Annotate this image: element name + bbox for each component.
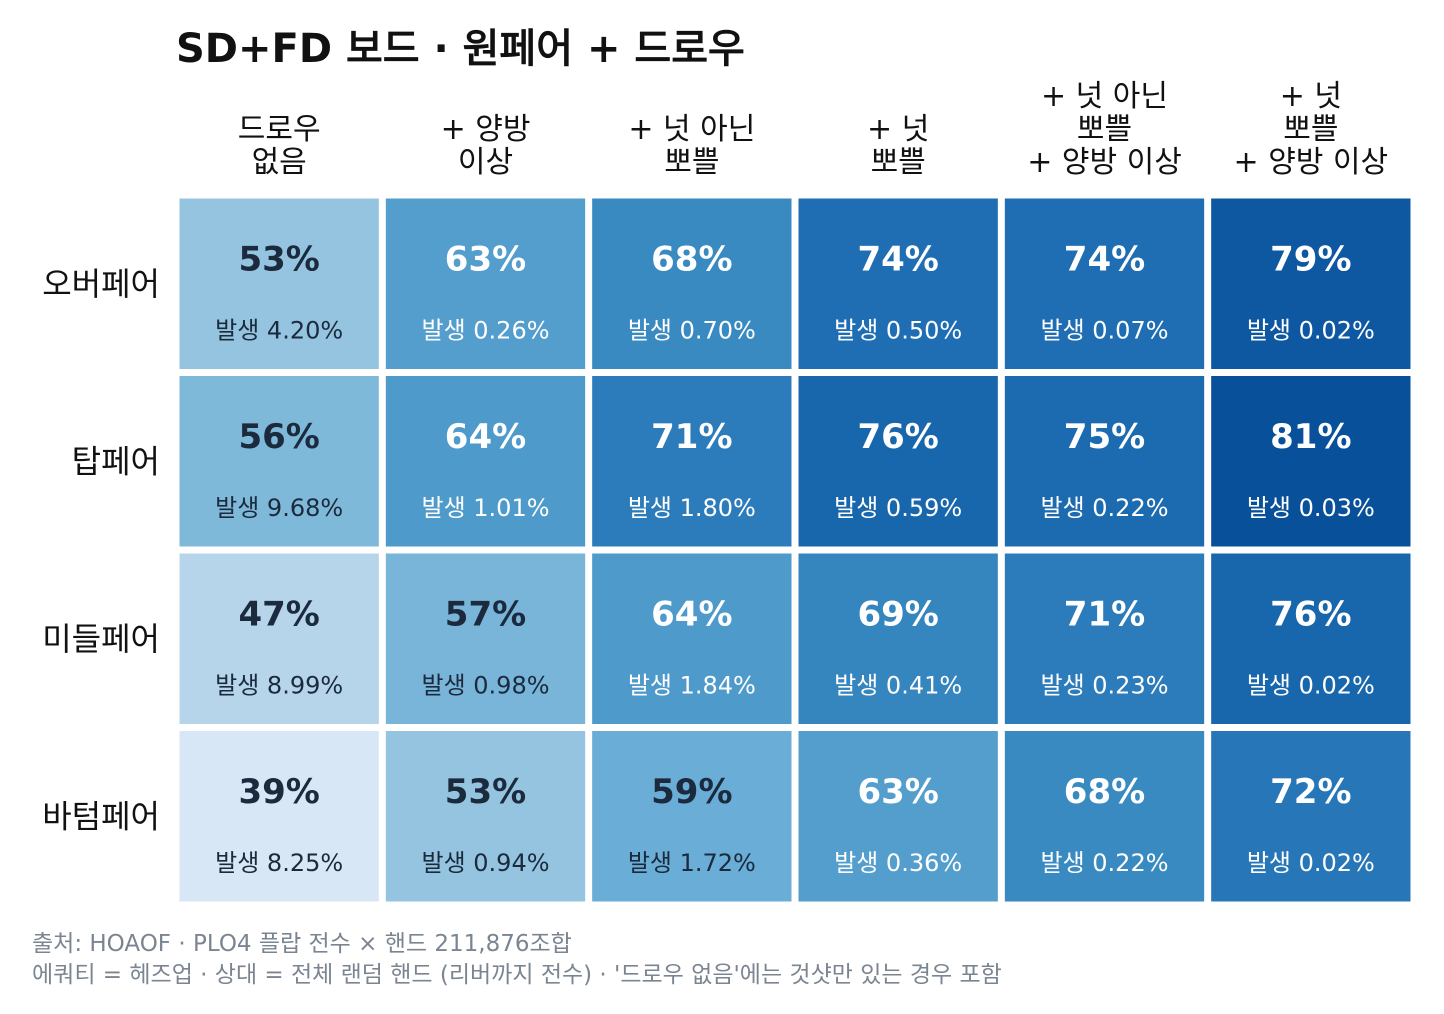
cell-equity-label: 69% — [857, 595, 938, 635]
cell-occurrence-label: 발생 1.01% — [421, 494, 549, 522]
heatmap-cell — [592, 553, 792, 724]
cell-equity-label: 79% — [1270, 240, 1351, 280]
heatmap-cell — [798, 731, 998, 902]
column-label: 없음 — [252, 145, 307, 180]
cell-equity-label: 81% — [1270, 417, 1351, 457]
cell-occurrence-label: 발생 1.80% — [628, 494, 756, 522]
cell-occurrence-label: 발생 1.72% — [628, 849, 756, 877]
column-label: 드로우 — [238, 112, 321, 147]
column-label: 뽀쁠 — [1077, 112, 1132, 147]
heatmap-cell — [1211, 553, 1411, 724]
heatmap-cell — [1004, 376, 1205, 547]
cell-equity-label: 72% — [1270, 772, 1351, 812]
cell-occurrence-label: 발생 0.03% — [1247, 494, 1375, 522]
cell-occurrence-label: 발생 0.98% — [421, 672, 549, 700]
cell-occurrence-label: 발생 1.84% — [628, 672, 756, 700]
row-label: 바텀페어 — [42, 797, 160, 835]
cell-occurrence-label: 발생 0.02% — [1247, 317, 1375, 345]
cell-occurrence-label: 발생 0.23% — [1040, 672, 1168, 700]
cell-equity-label: 74% — [857, 240, 938, 280]
row-label: 미들페어 — [42, 620, 160, 658]
cell-equity-label: 75% — [1064, 417, 1145, 457]
cell-equity-label: 56% — [238, 417, 319, 457]
footnote-source: 출처: HOAOF · PLO4 플랍 전수 × 핸드 211,876조합 — [32, 931, 572, 957]
cell-occurrence-label: 발생 4.20% — [215, 317, 343, 345]
heatmap-cell — [1211, 198, 1411, 369]
cell-equity-label: 68% — [651, 240, 732, 280]
cell-occurrence-label: 발생 0.50% — [834, 317, 962, 345]
cell-equity-label: 47% — [238, 595, 319, 635]
heatmap-cells: 53% 발생 4.20% 63% 발생 0.26% 68% 발생 0.70% 74% 발생 0… — [179, 198, 1411, 902]
column-label: 뽀쁠 — [1283, 112, 1338, 147]
heatmap-cell — [385, 731, 586, 902]
cell-occurrence-label: 발생 0.94% — [421, 849, 549, 877]
heatmap-cell — [592, 731, 792, 902]
heatmap-cell — [385, 376, 586, 547]
heatmap-cell — [1211, 731, 1411, 902]
cell-equity-label: 63% — [857, 772, 938, 812]
cell-occurrence-label: 발생 0.36% — [834, 849, 962, 877]
heatmap-cell — [179, 553, 379, 724]
cell-occurrence-label: 발생 8.99% — [215, 672, 343, 700]
column-label: + 넛 아닌 — [628, 112, 755, 147]
heatmap-cell — [798, 198, 998, 369]
cell-occurrence-label: 발생 0.02% — [1247, 849, 1375, 877]
cell-occurrence-label: 발생 9.68% — [215, 494, 343, 522]
heatmap-cell — [179, 376, 379, 547]
cell-occurrence-label: 발생 0.22% — [1040, 494, 1168, 522]
column-label: + 양방 이상 — [1234, 145, 1389, 180]
column-label: + 넛 — [1280, 79, 1342, 114]
cell-occurrence-label: 발생 0.59% — [834, 494, 962, 522]
heatmap-cell — [385, 198, 586, 369]
cell-occurrence-label: 발생 8.25% — [215, 849, 343, 877]
cell-equity-label: 76% — [857, 417, 938, 457]
cell-occurrence-label: 발생 0.70% — [628, 317, 756, 345]
column-label: + 넛 — [867, 112, 929, 147]
cell-occurrence-label: 발생 0.26% — [421, 317, 549, 345]
cell-occurrence-label: 발생 0.41% — [834, 672, 962, 700]
heatmap-cell — [798, 553, 998, 724]
heatmap-cell — [1004, 731, 1205, 902]
heatmap-cell — [179, 731, 379, 902]
heatmap-cell — [179, 198, 379, 369]
cell-occurrence-label: 발생 0.07% — [1040, 317, 1168, 345]
cell-equity-label: 68% — [1064, 772, 1145, 812]
column-label: + 양방 — [441, 112, 531, 147]
column-label: 뽀쁠 — [664, 145, 719, 180]
cell-equity-label: 53% — [238, 240, 319, 280]
heatmap-cell — [1004, 553, 1205, 724]
cell-equity-label: 76% — [1270, 595, 1351, 635]
footnote-note: 에쿼티 = 헤즈업 · 상대 = 전체 랜덤 핸드 (리버까지 전수) · '드… — [32, 962, 1002, 988]
cell-equity-label: 63% — [445, 240, 526, 280]
cell-equity-label: 59% — [651, 772, 732, 812]
cell-equity-label: 71% — [651, 417, 732, 457]
heatmap-cell — [385, 553, 586, 724]
column-label: + 양방 이상 — [1027, 145, 1182, 180]
row-label: 탑페어 — [72, 442, 160, 480]
cell-occurrence-label: 발생 0.02% — [1247, 672, 1375, 700]
heatmap-cell — [798, 376, 998, 547]
cell-equity-label: 64% — [651, 595, 732, 635]
cell-equity-label: 53% — [445, 772, 526, 812]
column-label: + 넛 아닌 — [1041, 79, 1168, 114]
cell-equity-label: 57% — [445, 595, 526, 635]
cell-equity-label: 71% — [1064, 595, 1145, 635]
column-label: 뽀쁠 — [871, 145, 926, 180]
row-label: 오버페어 — [42, 265, 160, 303]
chart-title: SD+FD 보드 · 원페어 + 드로우 — [176, 26, 745, 72]
heatmap-cell — [1004, 198, 1205, 369]
heatmap-cell — [592, 198, 792, 369]
heatmap-cell — [1211, 376, 1411, 547]
cell-equity-label: 39% — [238, 772, 319, 812]
cell-equity-label: 64% — [445, 417, 526, 457]
heatmap-cell — [592, 376, 792, 547]
cell-equity-label: 74% — [1064, 240, 1145, 280]
column-label: 이상 — [458, 145, 513, 180]
cell-occurrence-label: 발생 0.22% — [1040, 849, 1168, 877]
